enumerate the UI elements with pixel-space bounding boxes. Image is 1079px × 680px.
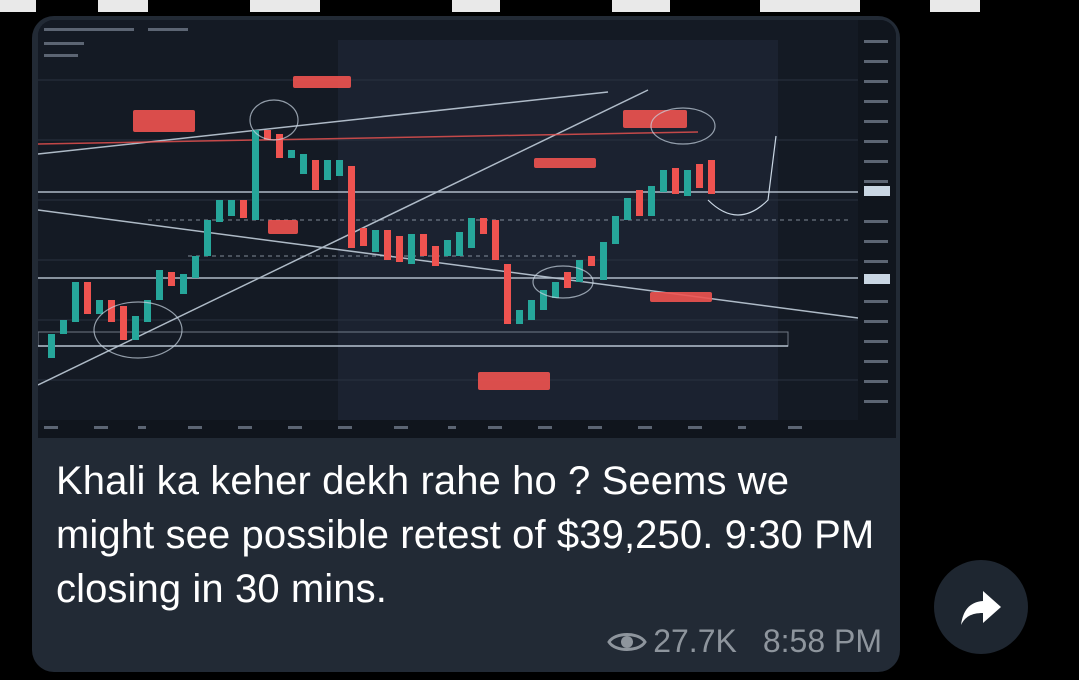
view-count: 27.7K: [653, 623, 737, 659]
forward-arrow-icon: [961, 591, 1001, 625]
candlestick-chart-image: [38, 20, 896, 438]
message-meta: 27.7K 8:58 PM: [607, 623, 882, 660]
forward-button[interactable]: [934, 560, 1028, 654]
message-time: 8:58 PM: [762, 623, 882, 659]
message-text: Khali ka keher dekh rahe ho ? Seems we m…: [56, 459, 875, 611]
top-screen-strip: [0, 0, 1079, 16]
eye-icon: [607, 632, 647, 651]
chart-screenshot-image[interactable]: [38, 20, 896, 438]
message-bubble: Khali ka keher dekh rahe ho ? Seems we m…: [32, 16, 900, 672]
